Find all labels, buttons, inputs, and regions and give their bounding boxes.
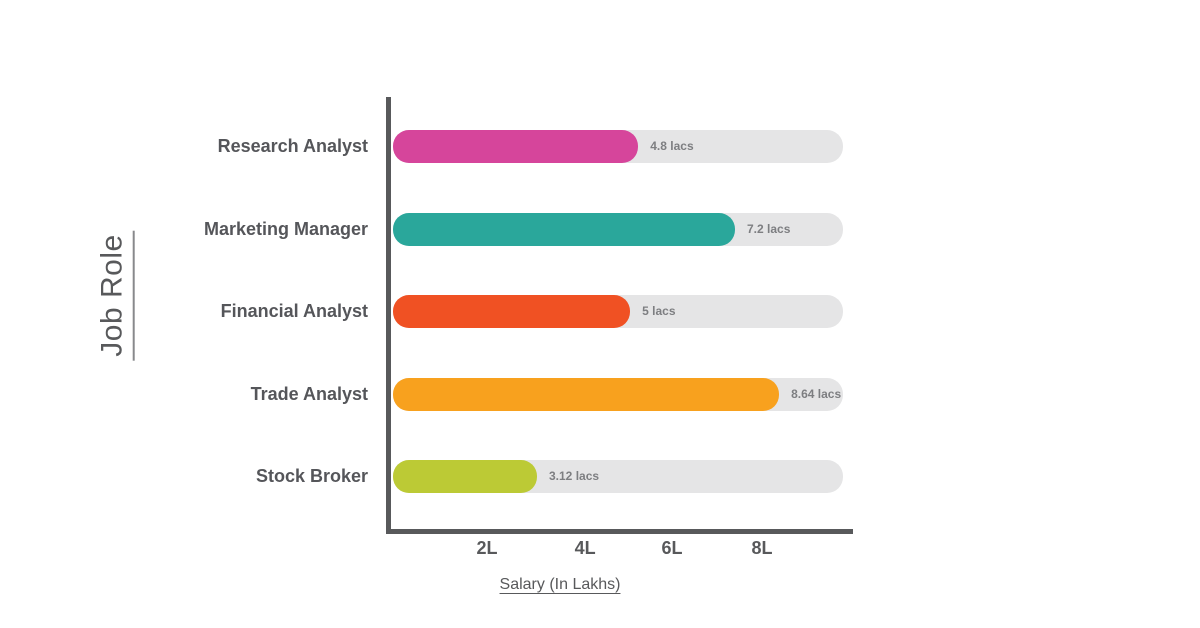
bar-value-label: 3.12 lacs <box>549 469 600 483</box>
x-axis-tick-label: 4L <box>574 538 596 558</box>
bar-fill <box>393 460 537 493</box>
bar-category-label: Stock Broker <box>255 466 368 486</box>
x-axis-tick-label: 8L <box>751 538 773 558</box>
bar-value-label: 4.8 lacs <box>650 139 694 153</box>
bar-row: 4.8 lacs <box>393 130 843 163</box>
bar-fill <box>393 212 735 246</box>
x-axis-tick-label: 6L <box>661 538 683 558</box>
bar-fill <box>393 377 780 411</box>
bar-category-label: Marketing Manager <box>203 218 368 239</box>
bar-fill <box>393 295 631 328</box>
bar-value-label: 5 lacs <box>642 304 676 318</box>
bar-fill <box>393 130 639 163</box>
bar-category-label: Research Analyst <box>217 136 368 156</box>
bar-category-label: Trade Analyst <box>250 383 368 404</box>
y-axis-line <box>386 97 391 534</box>
bar-value-label: 7.2 lacs <box>747 221 791 236</box>
bar-row: 8.64 lacs <box>393 377 843 411</box>
x-axis-line <box>386 529 853 534</box>
bar-category-label: Financial Analyst <box>220 301 368 321</box>
x-axis-tick-label: 2L <box>476 538 498 558</box>
bar-row: 5 lacs <box>393 295 843 328</box>
bar-row: 3.12 lacs <box>393 460 843 493</box>
bar-row: 7.2 lacs <box>393 212 843 246</box>
bar-value-label: 8.64 lacs <box>791 386 842 401</box>
x-axis-label: Salary (In Lakhs) <box>499 576 621 593</box>
